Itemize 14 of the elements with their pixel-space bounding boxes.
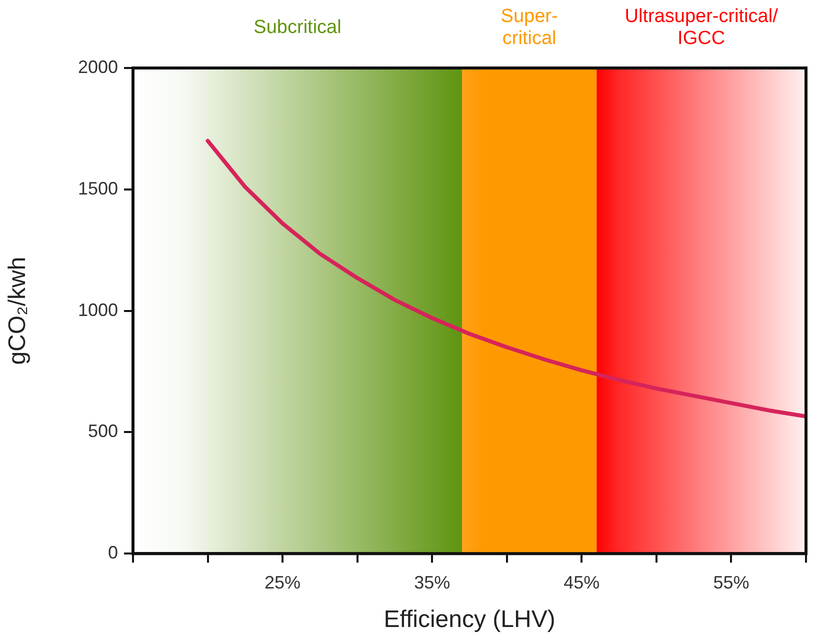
band-label: Subcritical — [254, 17, 342, 38]
band-label: Super-critical — [500, 6, 558, 49]
x-tick-label: 45% — [564, 572, 600, 592]
x-tick-label: 55% — [713, 572, 750, 592]
x-axis-title: Efficiency (LHV) — [384, 606, 556, 634]
y-tick-label: 1500 — [78, 178, 118, 198]
y-tick-label: 0 — [108, 542, 118, 563]
x-tick-label: 25% — [264, 572, 301, 592]
band-label: Ultrasuper-critical/IGCC — [624, 6, 779, 49]
y-tick-label: 1000 — [78, 300, 118, 320]
y-tick-label: 500 — [88, 421, 118, 442]
x-tick-label: 35% — [414, 572, 450, 592]
y-tick-label: 2000 — [78, 56, 118, 77]
y-axis-title: gCO₂/kwh — [4, 256, 32, 365]
